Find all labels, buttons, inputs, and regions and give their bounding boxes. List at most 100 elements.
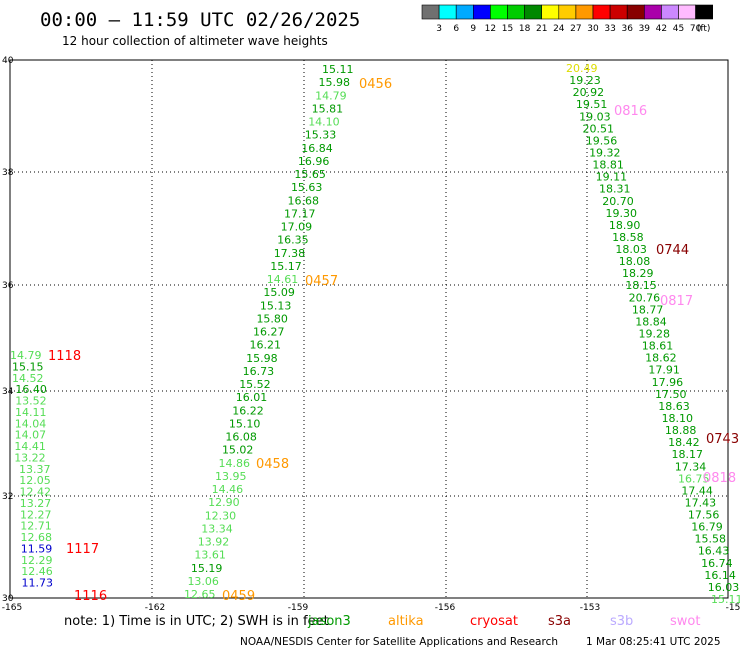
- swh-value-label: 18.42: [668, 436, 700, 449]
- color-scale-label: 30: [587, 24, 599, 34]
- swh-value-label: 16.68: [288, 194, 320, 207]
- swh-value-label: 20.92: [573, 86, 605, 99]
- color-scale-bar: 3 6 9 12 15 18 21 24 27 30 33 36 39 42 45 70(ft): [421, 4, 713, 34]
- color-scale-label: 18: [519, 24, 531, 34]
- swh-value-label: 19.11: [596, 171, 628, 184]
- swh-value-label: 12.29: [21, 554, 53, 567]
- swh-value-label: 16.14: [704, 569, 736, 582]
- swh-value-label: 15.15: [12, 360, 44, 373]
- swh-value-label: 12.42: [20, 486, 52, 499]
- swh-value-label: 15.11: [711, 593, 740, 606]
- lon-tick-label: -159: [288, 603, 309, 613]
- track-s3a-0743: 20.4919.2320.9219.5119.0320.5119.5619.32…: [566, 62, 740, 606]
- swh-value-label: 13.06: [187, 575, 219, 588]
- swh-value-label: 17.09: [281, 221, 313, 234]
- lat-tick-label: 34: [2, 387, 14, 397]
- footer-credit: NOAA/NESDIS Center for Satellite Applica…: [240, 636, 558, 648]
- swh-value-label: 13.61: [194, 549, 226, 562]
- lat-tick-label: 30: [2, 594, 14, 604]
- legend-satellite-swot: swot: [670, 614, 700, 629]
- lon-tick-label: -15: [726, 603, 740, 613]
- swh-value-label: 15.10: [229, 417, 261, 430]
- color-swatch: [455, 4, 474, 20]
- swh-value-label: 12.68: [21, 531, 53, 544]
- swh-value-label: 12.71: [20, 520, 52, 533]
- color-swatch: [490, 4, 508, 20]
- swh-value-label: 12.27: [20, 508, 52, 521]
- pass-time-label: 0458: [256, 457, 289, 472]
- swh-value-label: 15.65: [294, 168, 326, 181]
- swh-value-label: 18.08: [619, 255, 651, 268]
- swh-value-label: 16.73: [243, 365, 275, 378]
- color-scale-label: 42: [656, 24, 667, 34]
- swh-value-label: 18.15: [625, 279, 657, 292]
- pass-time-label: 0743: [706, 432, 739, 447]
- swh-value-label: 14.46: [212, 483, 244, 496]
- lon-tick-label: -153: [580, 603, 600, 613]
- color-swatch: [524, 4, 542, 20]
- swh-value-label: 13.27: [20, 497, 52, 510]
- swh-value-label: 17.34: [675, 460, 707, 473]
- axis-ticks: -165 -162 -159 -156 -153 -15 40 38 36 34 32 30: [2, 56, 740, 613]
- swh-value-label: 18.77: [632, 303, 664, 316]
- swh-value-label: 18.81: [592, 159, 624, 172]
- swh-value-label: 12.90: [208, 496, 240, 509]
- color-scale-label: 21: [536, 24, 547, 34]
- swh-value-label: 18.63: [658, 400, 690, 413]
- color-scale-label: 12: [485, 24, 496, 34]
- color-scale-label: 70: [690, 24, 702, 34]
- swh-value-label: 15.13: [260, 299, 292, 312]
- color-scale-label: 3: [436, 24, 442, 34]
- swh-value-label: 19.30: [606, 207, 638, 220]
- swh-value-label: 16.40: [15, 383, 47, 396]
- pass-time-label: 1117: [66, 542, 99, 557]
- pass-time-label: 0459: [222, 589, 255, 604]
- swh-value-label: 15.11: [322, 63, 354, 76]
- swh-value-label: 15.81: [312, 102, 344, 115]
- swh-value-label: 19.32: [589, 146, 621, 159]
- color-scale-label: 9: [470, 24, 476, 34]
- swh-value-label: 16.35: [277, 234, 309, 247]
- lat-tick-label: 36: [2, 281, 14, 291]
- pass-time-label: 1118: [48, 349, 81, 364]
- swh-value-label: 16.22: [232, 404, 263, 417]
- color-swatch: [609, 4, 628, 20]
- footer-timestamp: 1 Mar 08:25:41 UTC 2025: [586, 636, 721, 648]
- lat-tick-label: 38: [2, 168, 14, 178]
- swh-value-label: 17.43: [685, 496, 717, 509]
- swh-value-label: 16.08: [225, 431, 257, 444]
- color-swatch: [507, 4, 525, 20]
- swh-value-label: 19.56: [586, 134, 618, 147]
- swh-value-label: 20.76: [629, 291, 661, 304]
- swh-value-label: 18.62: [645, 352, 677, 365]
- swh-value-label: 16.43: [698, 545, 730, 558]
- color-scale-label: 24: [553, 24, 565, 34]
- swh-value-label: 13.92: [198, 536, 230, 549]
- swh-value-label: 15.58: [695, 533, 727, 546]
- swh-value-label: 15.02: [222, 444, 254, 457]
- swh-value-label: 14.41: [14, 440, 46, 453]
- color-scale-label: 27: [570, 24, 581, 34]
- swh-value-label: 18.90: [609, 219, 641, 232]
- swh-value-label: 14.52: [12, 372, 44, 385]
- swh-value-label: 16.74: [701, 557, 733, 570]
- swh-value-label: 14.11: [15, 406, 47, 419]
- color-scale-label: 39: [639, 24, 651, 34]
- swh-value-label: 17.17: [284, 207, 316, 220]
- legend-satellite-cryosat: cryosat: [470, 614, 518, 629]
- swh-value-label: 11.73: [22, 577, 54, 590]
- color-swatch: [541, 4, 560, 20]
- color-scale-label: 33: [604, 24, 615, 34]
- swh-value-label: 19.51: [576, 98, 608, 111]
- pass-time-labels: 0456 0457 0458 0459 1118 1117 1116 0816 0817 0818…: [48, 77, 739, 604]
- swh-value-label: 13.52: [15, 395, 47, 408]
- color-swatch: [592, 4, 611, 20]
- swh-value-label: 12.65: [184, 588, 216, 601]
- lon-tick-label: -156: [435, 603, 456, 613]
- swh-value-label: 14.04: [15, 417, 47, 430]
- map-title: 00:00 – 11:59 UTC 02/26/2025: [40, 9, 360, 31]
- color-swatch: [678, 4, 696, 20]
- swh-value-label: 12.46: [21, 565, 53, 578]
- swh-value-label: 18.03: [615, 243, 647, 256]
- swh-value-label: 15.63: [291, 181, 323, 194]
